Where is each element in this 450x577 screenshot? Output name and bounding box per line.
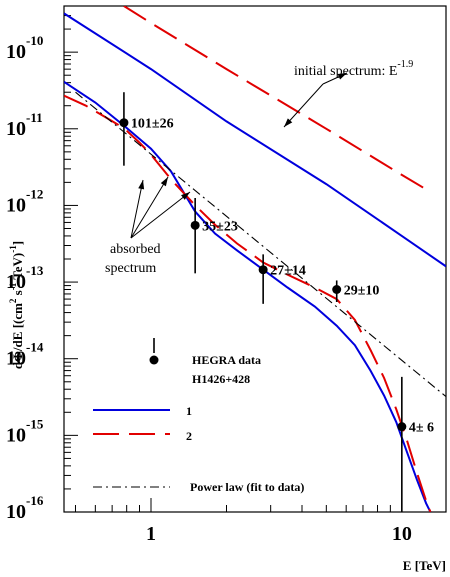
x-tick-label: 1 — [146, 523, 156, 545]
initial-spectrum-annotation: initial spectrum: E-1.9 — [294, 59, 413, 79]
arrow-initial-spectrum-red-head — [337, 73, 347, 80]
y-axis-title-part: -1 — [8, 282, 18, 290]
y-tick-exponent: -16 — [26, 493, 44, 508]
y-tick-base: 10 — [6, 41, 26, 63]
data-point — [332, 284, 342, 294]
data-points: 101±26 35±23 27±14 29±10 4± 6 — [119, 92, 434, 512]
y-tick-exponent: -11 — [26, 110, 43, 125]
data-point-label: 101±26 — [131, 117, 174, 132]
curves — [64, 6, 446, 512]
series-line-solid — [64, 80, 432, 512]
data-point-label: 29±10 — [344, 283, 380, 298]
annotation-arrows — [130, 72, 348, 239]
arrow-absorbed-1 — [130, 176, 169, 239]
legend-data-marker — [149, 355, 159, 365]
legend: HEGRA data H1426+428 1 2 Power law (fit … — [186, 353, 304, 494]
series-line-dashdot — [75, 91, 446, 398]
arrow-absorbed-1-head — [160, 177, 168, 187]
legend-label-powerlaw: Power law (fit to data) — [190, 480, 304, 494]
data-point — [397, 422, 407, 432]
y-axis-title-part: TeV) — [10, 253, 25, 283]
y-tick-base: 10 — [6, 348, 26, 370]
data-point — [258, 265, 268, 275]
data-point-label: 35±23 — [202, 219, 238, 234]
y-tick-label: 10-14 — [6, 340, 44, 370]
absorbed-spectrum-annotation: absorbed spectrum — [105, 242, 161, 276]
absorbed-label-line1: absorbed — [110, 242, 161, 257]
y-tick-label: 10-10 — [6, 33, 43, 63]
y-tick-base: 10 — [6, 501, 26, 523]
arrow-absorbed-3 — [130, 179, 144, 239]
data-point-label: 27±14 — [270, 264, 306, 279]
y-axis-title-part: ] — [10, 241, 25, 245]
plot-frame — [63, 5, 447, 513]
x-tick-label: 10 — [392, 523, 412, 545]
legend-label-2: 2 — [186, 429, 192, 443]
x-ticks: 1 10 — [74, 498, 412, 545]
series-line-solid — [64, 12, 446, 268]
y-tick-base: 10 — [6, 271, 26, 293]
data-point — [190, 220, 200, 230]
y-tick-base: 10 — [6, 194, 26, 216]
y-tick-exponent: -14 — [26, 340, 44, 355]
y-axis-title-part: 2 — [8, 298, 18, 303]
y-tick-exponent: -15 — [26, 416, 44, 431]
arrow-initial-spectrum-blue-head — [284, 118, 293, 127]
y-tick-base: 10 — [6, 118, 26, 140]
y-tick-label: 10-12 — [6, 186, 43, 216]
x-axis-title: E [TeV] — [403, 558, 446, 573]
arrow-absorbed-3-head — [138, 180, 145, 190]
series-line-dashed — [123, 6, 431, 193]
y-tick-label: 10-11 — [6, 110, 43, 140]
initial-spectrum-label-base: initial spectrum: E — [294, 64, 397, 79]
legend-source-label: H1426+428 — [192, 372, 250, 386]
y-tick-label: 10-16 — [6, 493, 44, 523]
arrow-initial-spectrum-blue — [283, 83, 324, 128]
y-tick-exponent: -13 — [26, 263, 44, 278]
arrow-absorbed-2 — [130, 191, 191, 239]
legend-markers — [93, 338, 170, 488]
y-tick-exponent: -10 — [26, 33, 43, 48]
absorbed-label-line2: spectrum — [105, 261, 156, 276]
initial-spectrum-label-exp: -1.9 — [397, 59, 413, 70]
arrow-absorbed-2-head — [181, 192, 190, 200]
y-axis-title-part: dΦ/dE [(cm — [10, 303, 25, 369]
y-axis-title-part: s — [10, 290, 25, 298]
y-axis-title-text: dΦ/dE [(cm2 s-1 TeV)-1] — [8, 241, 25, 369]
y-axis-title: dΦ/dE [(cm2 s-1 TeV)-1] — [8, 241, 25, 369]
y-tick-exponent: -12 — [26, 186, 43, 201]
legend-label-1: 1 — [186, 404, 192, 418]
initial-spectrum-label: initial spectrum: E-1.9 — [294, 59, 413, 79]
data-point-label: 4± 6 — [409, 421, 434, 436]
y-tick-base: 10 — [6, 424, 26, 446]
y-tick-label: 10-15 — [6, 416, 44, 446]
y-tick-label: 10-13 — [6, 263, 44, 293]
y-axis-title-part: -1 — [8, 245, 18, 253]
data-point — [119, 118, 129, 128]
legend-data-label: HEGRA data — [192, 353, 261, 367]
